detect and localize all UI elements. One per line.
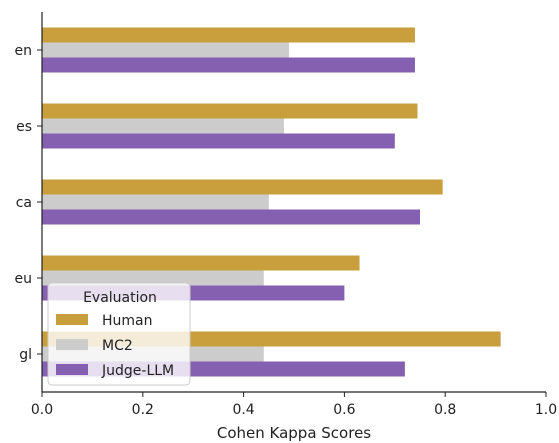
legend-frame bbox=[47, 282, 191, 386]
x-tick-label: 0.0 bbox=[31, 402, 53, 418]
y-tick-label-es: es bbox=[16, 119, 32, 135]
legend: Evaluation Human MC2 Judge-LLM bbox=[47, 282, 191, 386]
y-tick-label-gl: gl bbox=[19, 347, 32, 363]
legend-swatch-mc2 bbox=[56, 339, 88, 350]
x-tick-label: 1.0 bbox=[535, 402, 557, 418]
y-tick-label-en: en bbox=[15, 43, 33, 59]
bar-human-eu bbox=[42, 255, 360, 271]
bar-judge-llm-es bbox=[42, 133, 395, 149]
bar-judge-llm-ca bbox=[42, 209, 420, 225]
x-tick-label: 0.6 bbox=[333, 402, 355, 418]
bar-mc2-eu bbox=[42, 270, 264, 286]
legend-label-mc2: MC2 bbox=[102, 338, 133, 354]
bar-human-en bbox=[42, 27, 415, 43]
y-ticks: en es ca eu gl bbox=[15, 43, 42, 363]
x-tick-label: 0.8 bbox=[434, 402, 456, 418]
y-tick-label-eu: eu bbox=[15, 271, 33, 287]
y-tick-label-ca: ca bbox=[16, 195, 32, 211]
x-ticks: 0.0 0.2 0.4 0.6 0.8 1.0 bbox=[31, 392, 557, 418]
legend-swatch-judge-llm bbox=[56, 364, 88, 375]
bar-mc2-ca bbox=[42, 194, 269, 210]
bar-human-es bbox=[42, 103, 418, 119]
bar-mc2-en bbox=[42, 42, 289, 58]
legend-swatch-human bbox=[56, 314, 88, 325]
legend-items: Human MC2 Judge-LLM bbox=[56, 313, 174, 379]
bar-judge-llm-en bbox=[42, 57, 415, 73]
x-axis-title: Cohen Kappa Scores bbox=[217, 424, 371, 442]
legend-label-human: Human bbox=[102, 313, 153, 329]
bar-human-ca bbox=[42, 179, 443, 195]
legend-title: Evaluation bbox=[83, 290, 157, 306]
legend-label-judge-llm: Judge-LLM bbox=[101, 363, 174, 379]
x-tick-label: 0.4 bbox=[232, 402, 254, 418]
x-tick-label: 0.2 bbox=[132, 402, 154, 418]
bar-mc2-es bbox=[42, 118, 284, 134]
